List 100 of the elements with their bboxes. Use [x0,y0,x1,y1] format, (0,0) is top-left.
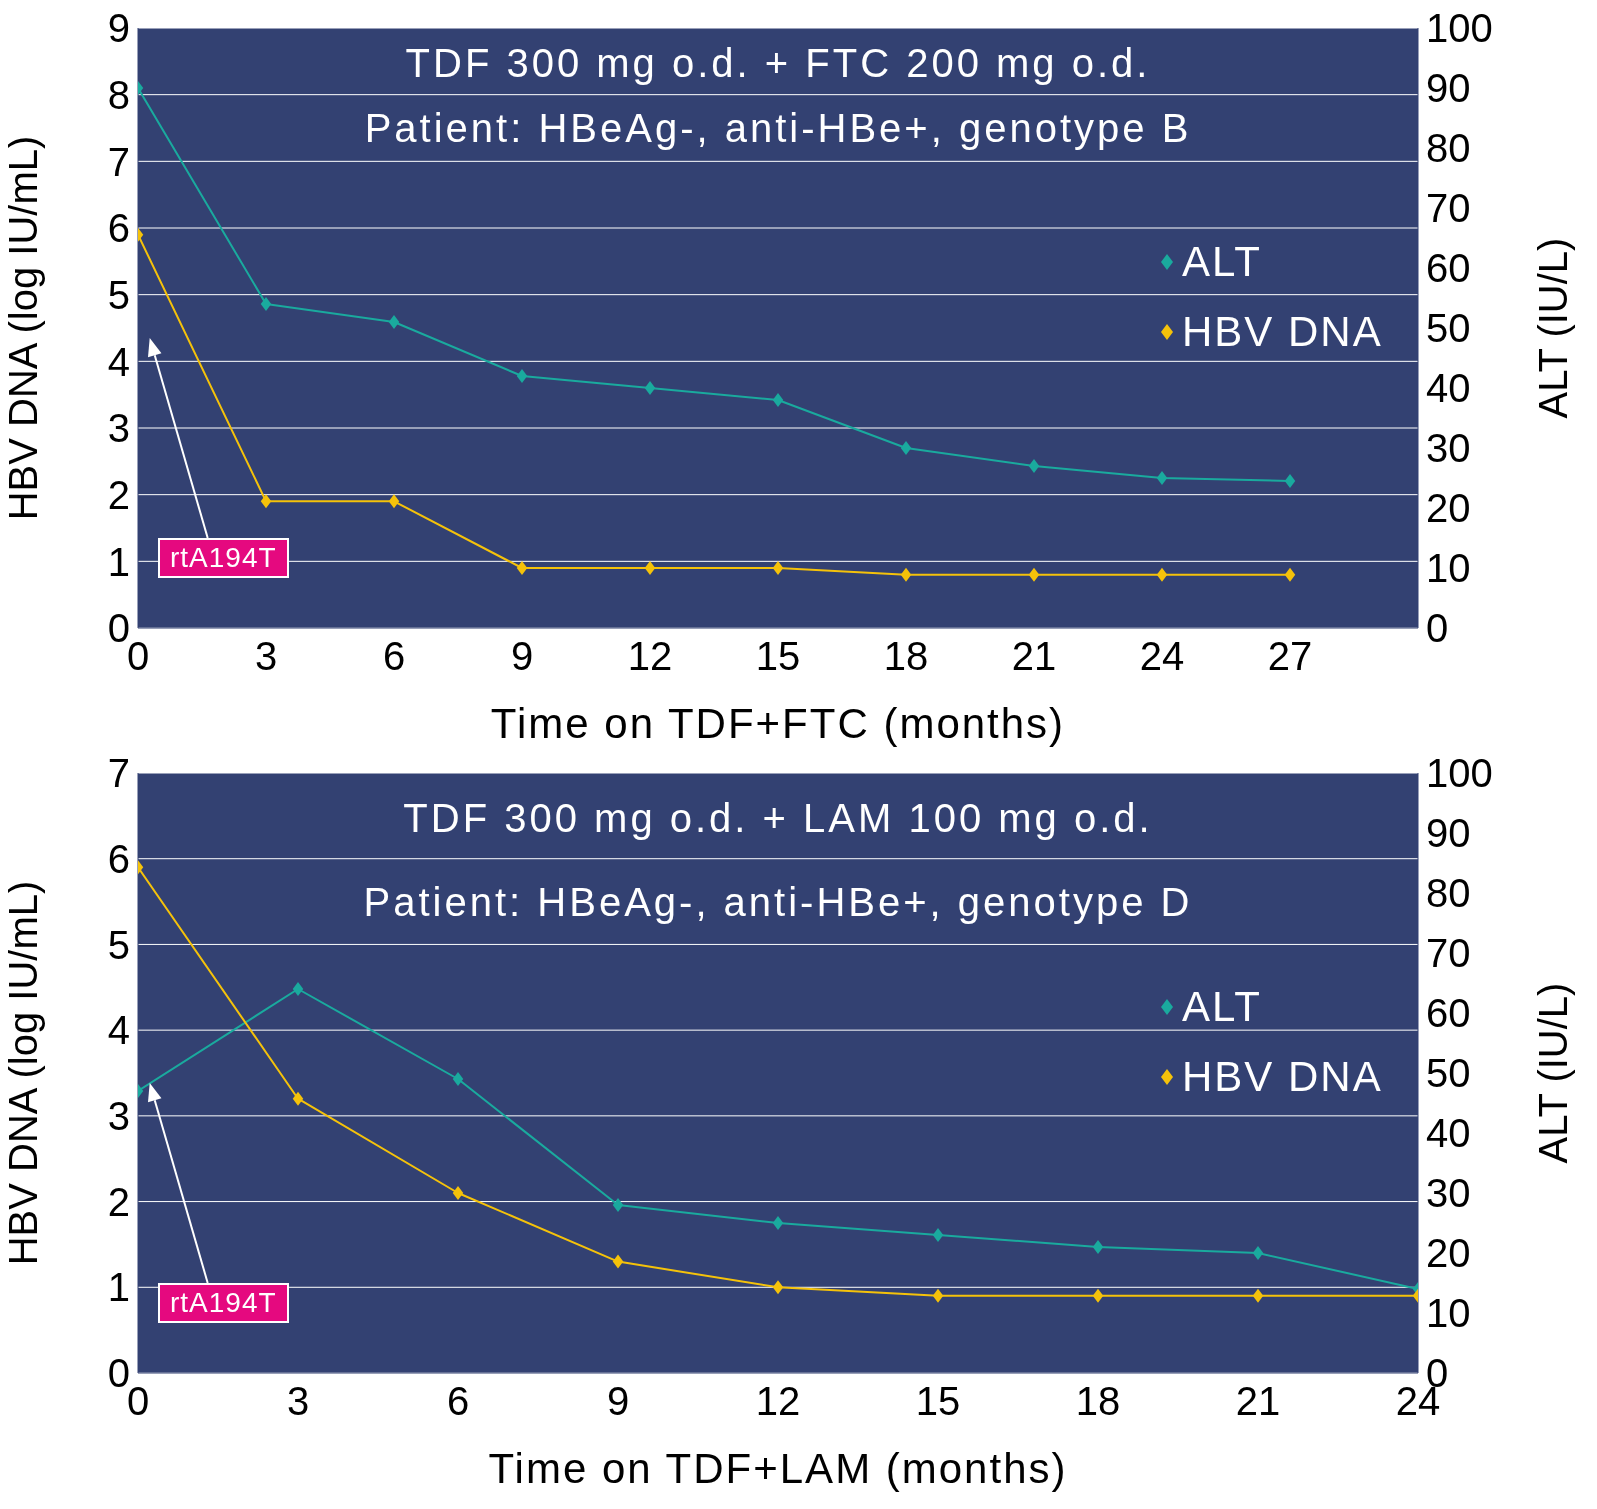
point [388,494,400,509]
point [1284,567,1296,582]
x-tick-label: 3 [254,634,278,679]
y-tick-label: 5 [107,272,130,317]
point [772,1280,784,1295]
point [260,297,272,311]
x-tick-label: 9 [510,634,534,679]
point [388,315,400,329]
text: Patient: HBeAg-, anti-HBe+, genotype D [362,878,1194,925]
point [452,1186,464,1200]
point [1092,1288,1104,1303]
annotation: rtA194T [158,1283,289,1323]
x-tick-label: 15 [755,634,801,679]
x-axis-title: Time on TDF+FTC (months) [490,700,1066,747]
y-tick-label: 4 [107,1008,130,1053]
y2-tick-label: 90 [1426,66,1471,111]
point [1028,567,1040,582]
legend-label: HBV DNA [1182,1053,1383,1101]
x-tick-label: 9 [606,1379,630,1424]
point [772,1216,784,1230]
point [292,982,304,996]
point [1092,1240,1104,1254]
point [932,1288,944,1303]
legend-label: ALT [1182,983,1262,1031]
point [260,494,272,509]
x-tick-label: 3 [286,1379,310,1424]
y2-tick-label: 90 [1426,811,1471,856]
y2-axis-title: ALT (IU/L) [1531,237,1576,419]
x-tick-label: 24 [1139,634,1185,679]
y-tick-label: 1 [107,539,130,584]
x-tick-label: 18 [1075,1379,1121,1424]
point [292,1091,304,1106]
y-tick-label: 6 [107,206,130,251]
y-tick-label: 9 [107,6,130,51]
y-axis-title: HBV DNA (log IU/mL) [1,135,46,521]
y-tick-label: 5 [107,922,130,967]
point [1028,459,1040,473]
y2-tick-label: 20 [1426,486,1471,531]
x-tick-label: 21 [1011,634,1057,679]
y-tick-label: 1 [107,1265,130,1310]
point [644,561,656,575]
y2-tick-label: 40 [1426,1111,1471,1156]
x-tick-label: 27 [1267,634,1313,679]
point [900,441,912,455]
y-tick-label: 6 [107,836,130,881]
y2-tick-label: 10 [1426,546,1471,591]
y2-tick-label: 80 [1426,871,1471,916]
point [644,381,656,395]
y2-tick-label: 40 [1426,366,1471,411]
point [1284,474,1296,488]
x-tick-label: 15 [915,1379,961,1424]
chart-title: TDF 300 mg o.d. + FTC 200 mg o.d. [404,39,1152,86]
point [516,369,528,383]
x-tick-label: 6 [446,1379,470,1424]
y2-tick-label: 60 [1426,246,1471,291]
y2-tick-label: 30 [1426,426,1471,471]
y2-tick-label: 20 [1426,1231,1471,1276]
y2-tick-label: 70 [1426,931,1471,976]
y2-tick-label: 70 [1426,186,1471,231]
y-tick-label: 2 [107,472,130,517]
y2-tick-label: 80 [1426,126,1471,171]
x-tick-label: 6 [382,634,406,679]
y2-tick-label: 100 [1426,6,1493,51]
y2-tick-label: 60 [1426,991,1471,1036]
text: Patient: HBeAg-, anti-HBe+, genotype B [363,105,1193,151]
point [612,1254,624,1269]
point [900,567,912,582]
y2-tick-label: 50 [1426,1051,1471,1096]
point [452,1072,464,1086]
y-tick-label: 7 [107,751,130,796]
x-axis-title: Time on TDF+LAM (months) [488,1445,1068,1492]
point [612,1198,624,1212]
point [1156,567,1168,582]
x-tick-label: 18 [883,634,929,679]
x-tick-label: 21 [1235,1379,1281,1424]
point [1156,471,1168,485]
y2-tick-label: 0 [1426,606,1449,651]
x-tick-label: 12 [755,1379,801,1424]
point [932,1228,944,1242]
y2-tick-label: 30 [1426,1171,1471,1216]
y-tick-label: 7 [107,139,130,184]
x-tick-label: 12 [627,634,673,679]
y2-tick-label: 10 [1426,1291,1471,1336]
y2-tick-label: 50 [1426,306,1471,351]
point [772,393,784,407]
y-tick-label: 8 [107,72,130,117]
annotation: rtA194T [158,538,289,578]
y-tick-label: 0 [107,1351,130,1396]
y-tick-label: 3 [107,406,130,451]
y-tick-label: 0 [107,606,130,651]
y2-tick-label: 100 [1426,751,1493,796]
legend-label: ALT [1182,238,1262,286]
point [516,561,528,575]
point [772,561,784,575]
y-tick-label: 3 [107,1094,130,1139]
y-axis-title: HBV DNA (log IU/mL) [1,880,46,1266]
point [1252,1246,1264,1260]
y2-axis-title: ALT (IU/L) [1531,982,1576,1164]
legend-label: HBV DNA [1182,308,1383,356]
point [1252,1288,1264,1303]
